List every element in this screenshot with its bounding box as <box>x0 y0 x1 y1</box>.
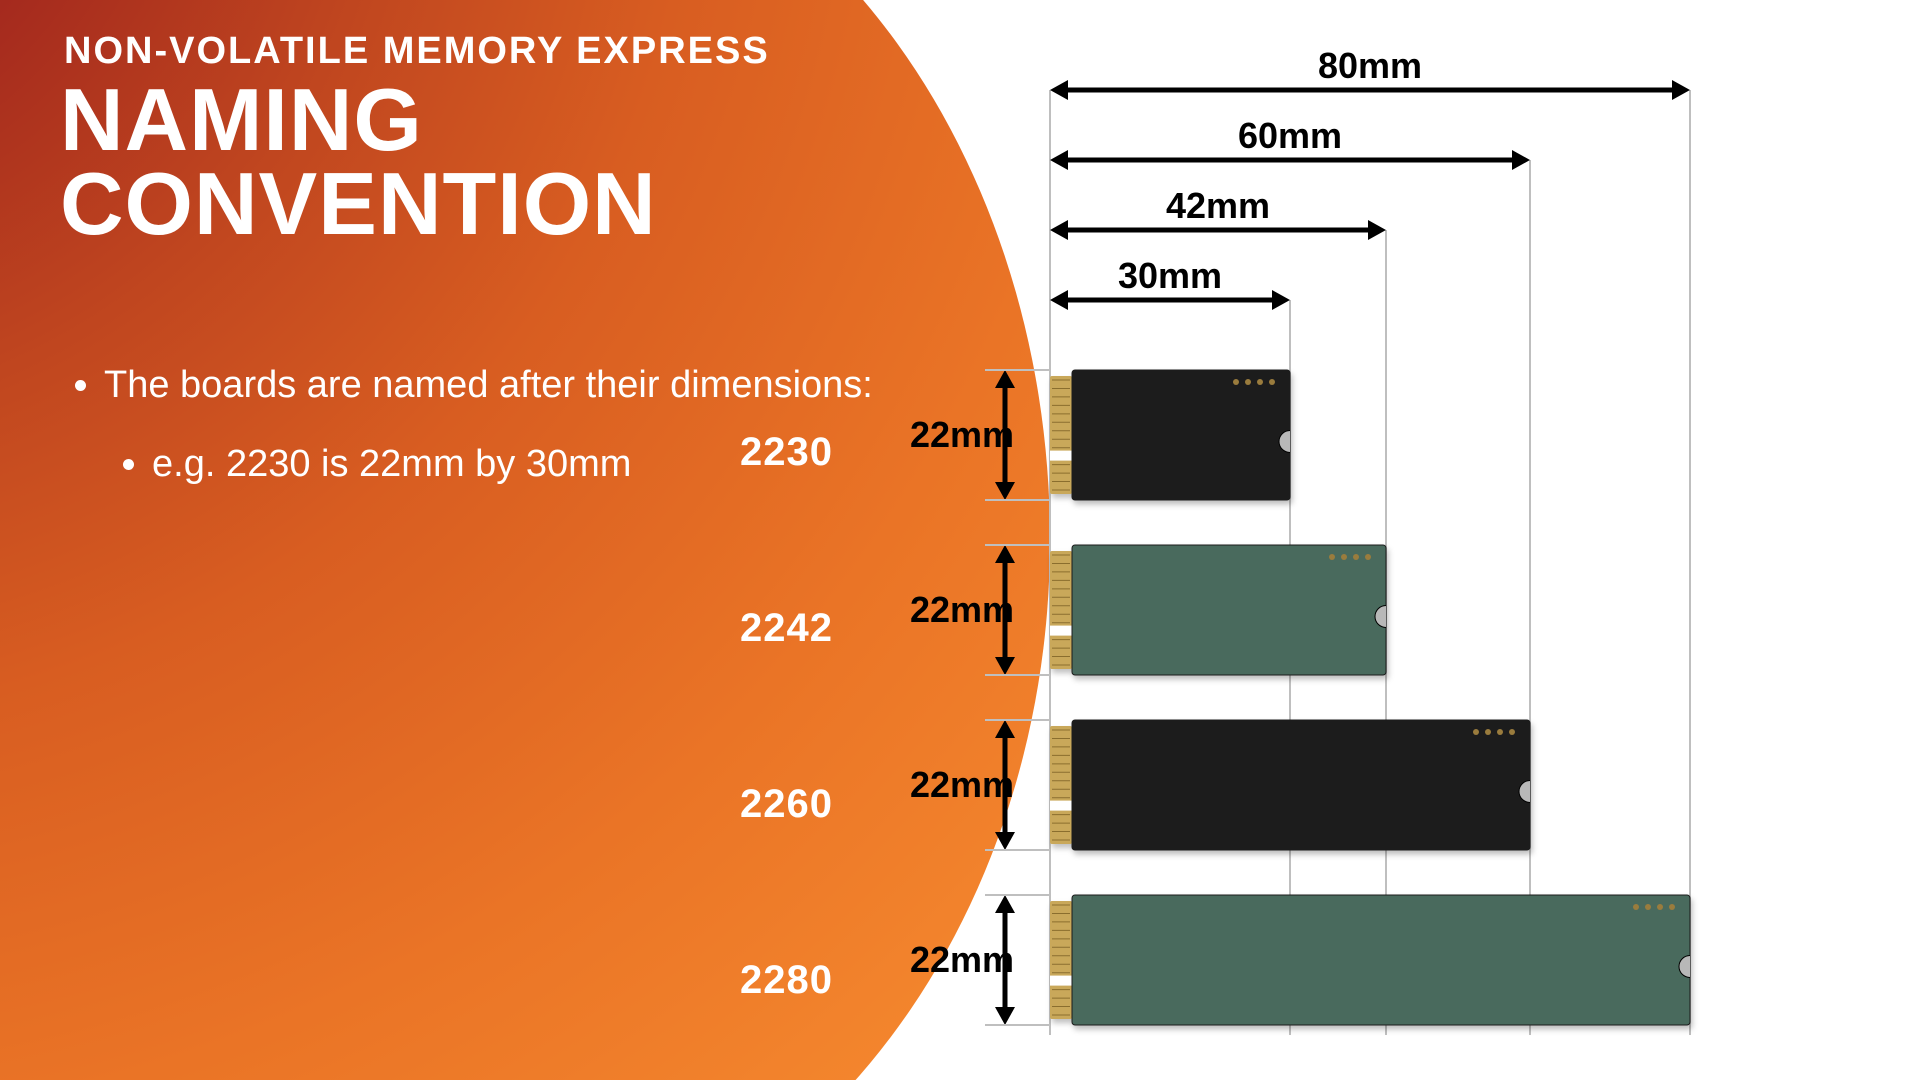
module-code-2242: 2242 <box>740 606 833 651</box>
height-label-2242: 22mm <box>910 589 1014 630</box>
height-label-2260: 22mm <box>910 764 1014 805</box>
module-code-2260: 2260 <box>740 782 833 827</box>
module-2280 <box>1050 895 1690 1025</box>
nvme-size-diagram: 80mm 60mm 42mm 30mm 22mm 22mm 22mm 22mm <box>870 40 1920 1060</box>
slide-title: NAMING CONVENTION <box>60 78 657 245</box>
ruler-label-42: 42mm <box>1166 185 1270 226</box>
title-line-2: CONVENTION <box>60 154 657 253</box>
ruler-label-60: 60mm <box>1238 115 1342 156</box>
slide: NON-VOLATILE MEMORY EXPRESS NAMING CONVE… <box>0 0 1920 1080</box>
height-label-2280: 22mm <box>910 939 1014 980</box>
bullet-main: The boards are named after their dimensi… <box>104 360 873 411</box>
module-code-2280: 2280 <box>740 958 833 1003</box>
module-2242 <box>1050 545 1386 675</box>
module-code-2230: 2230 <box>740 430 833 475</box>
module-2260 <box>1050 720 1530 850</box>
ruler-label-80: 80mm <box>1318 45 1422 86</box>
slide-subtitle: NON-VOLATILE MEMORY EXPRESS <box>64 30 770 73</box>
module-2230 <box>1050 370 1290 500</box>
height-label-2230: 22mm <box>910 414 1014 455</box>
ruler-label-30: 30mm <box>1118 255 1222 296</box>
